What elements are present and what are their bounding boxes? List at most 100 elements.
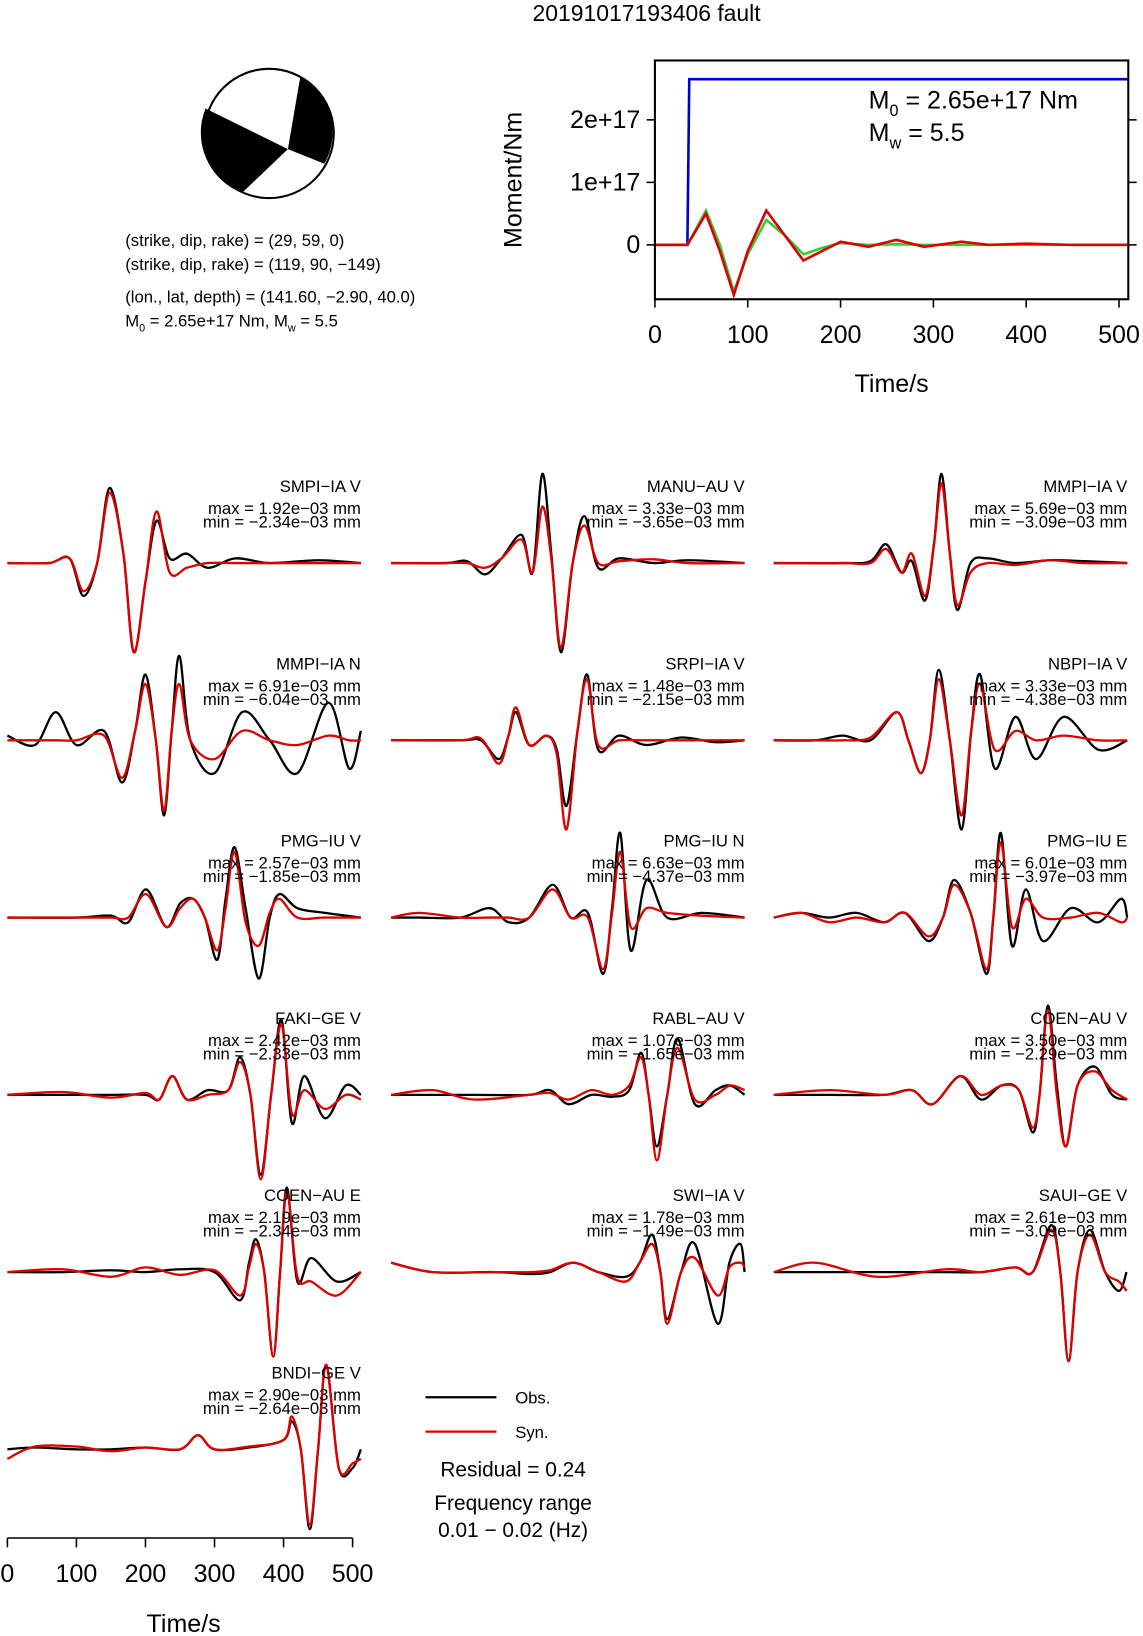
- x-tick-label: 100: [56, 1560, 98, 1588]
- min-label: min = −1.65e−03 mm: [587, 1044, 745, 1063]
- min-label: min = −2.15e−03 mm: [587, 690, 745, 709]
- annotation: M0 = 2.65e+17 Nm: [869, 86, 1078, 120]
- station-label: SAUI−GE V: [1039, 1186, 1128, 1205]
- station-label: COEN−AU E: [264, 1186, 361, 1205]
- annotation: Mw = 5.5: [869, 119, 965, 153]
- text-part: M: [869, 119, 890, 147]
- synthetic-trace: [773, 678, 1128, 817]
- max-label: max = 3.33e−03 mm: [974, 676, 1127, 695]
- x-axis-label: Time/s: [147, 1610, 221, 1636]
- station-label: SMPI−IA V: [280, 477, 362, 496]
- max-label: max = 1.78e−03 mm: [592, 1208, 745, 1227]
- max-label: max = 6.91e−03 mm: [208, 676, 361, 695]
- station-label: FAKI−GE V: [275, 1009, 362, 1028]
- synthetic-trace: [7, 491, 361, 654]
- station-label: PMG−IU V: [281, 832, 362, 851]
- subscript: 0: [890, 102, 899, 120]
- station-label: RABL−AU V: [652, 1009, 745, 1028]
- synthetic-trace: [390, 1046, 746, 1162]
- station-label: PMG−IU N: [664, 832, 745, 851]
- min-label: min = −2.29e−03 mm: [969, 1044, 1127, 1063]
- y-axis-label: Moment/Nm: [499, 112, 527, 248]
- moment-line: [654, 207, 1129, 300]
- min-label: min = −3.97e−03 mm: [969, 867, 1127, 886]
- moment-line: [654, 207, 1129, 296]
- x-tick-label: 200: [125, 1560, 167, 1588]
- y-tick-label: 1e+17: [570, 169, 640, 197]
- max-label: max = 2.90e−03 mm: [208, 1385, 361, 1404]
- max-label: max = 3.33e−03 mm: [592, 499, 745, 518]
- subscript: w: [287, 322, 296, 334]
- legend-label: Syn.: [515, 1423, 548, 1442]
- text-part: = 2.65e+17 Nm, M: [145, 311, 288, 330]
- max-label: max = 3.50e−03 mm: [974, 1031, 1127, 1050]
- synthetic-trace: [390, 850, 745, 971]
- x-tick-label: 400: [263, 1560, 305, 1588]
- max-label: max = 2.57e−03 mm: [208, 854, 361, 873]
- synthetic-trace: [773, 482, 1128, 607]
- observed-trace: [390, 1233, 746, 1325]
- x-tick-label: 0: [0, 1560, 14, 1588]
- x-tick-label: 0: [648, 321, 662, 349]
- synthetic-trace: [391, 505, 745, 649]
- mechanism-line: (strike, dip, rake) = (119, 90, −149): [125, 255, 380, 274]
- beachball: [200, 67, 335, 200]
- observed-trace: [773, 472, 1128, 612]
- station-label: PMG−IU E: [1047, 832, 1127, 851]
- text-part: M: [869, 86, 890, 114]
- synthetic-trace: [7, 682, 361, 812]
- station-label: MANU−AU V: [647, 477, 746, 496]
- observed-trace: [773, 831, 1129, 976]
- mechanism-line: (lon., lat, depth) = (141.60, −2.90, 40.…: [125, 287, 415, 306]
- mechanism-line: (strike, dip, rake) = (29, 59, 0): [125, 231, 344, 250]
- legend-label: Obs.: [515, 1388, 550, 1407]
- min-label: min = −3.65e−03 mm: [587, 513, 745, 532]
- y-tick-label: 2e+17: [570, 106, 640, 134]
- station-label: SRPI−IA V: [665, 654, 745, 673]
- residual: Residual = 0.24: [440, 1458, 585, 1481]
- min-label: min = −4.38e−03 mm: [969, 690, 1127, 709]
- mechanism-moment: M0 = 2.65e+17 Nm, Mw = 5.5: [125, 311, 338, 334]
- max-label: max = 2.19e−03 mm: [208, 1208, 361, 1227]
- station-label: NBPI−IA V: [1048, 654, 1128, 673]
- station-label: BNDI−GE V: [271, 1363, 361, 1382]
- text-part: M: [125, 311, 139, 330]
- x-tick-label: 300: [194, 1560, 236, 1588]
- min-label: min = −2.64e−03 mm: [203, 1399, 361, 1418]
- mechanism-text: (strike, dip, rake) = (29, 59, 0) (strik…: [125, 231, 415, 334]
- min-label: min = −1.85e−03 mm: [203, 867, 361, 886]
- max-label: max = 1.48e−03 mm: [592, 676, 745, 695]
- subscript: w: [889, 134, 902, 152]
- min-label: min = −2.34e−03 mm: [203, 513, 361, 532]
- frequency-title: Frequency range: [434, 1492, 592, 1515]
- station-label: MMPI−IA N: [276, 654, 361, 673]
- synthetic-trace: [7, 1023, 362, 1181]
- text-part: = 5.5: [901, 119, 964, 147]
- y-tick-label: 0: [626, 231, 640, 259]
- max-label: max = 6.01e−03 mm: [974, 854, 1127, 873]
- x-axis-label: Time/s: [855, 370, 929, 398]
- synthetic-trace: [773, 1009, 1128, 1148]
- observed-trace: [7, 1186, 362, 1358]
- synthetic-trace: [773, 1228, 1128, 1363]
- max-label: max = 2.61e−03 mm: [974, 1208, 1127, 1227]
- min-label: min = −4.37e−03 mm: [587, 867, 745, 886]
- max-label: max = 2.42e−03 mm: [208, 1031, 361, 1050]
- x-tick-label: 300: [913, 321, 955, 349]
- synthetic-trace: [7, 850, 361, 952]
- x-tick-label: 400: [1005, 321, 1047, 349]
- observed-trace: [7, 846, 362, 980]
- x-tick-label: 500: [1098, 321, 1140, 349]
- max-label: max = 1.07e−03 mm: [592, 1031, 745, 1050]
- synthetic-trace: [390, 1242, 746, 1325]
- x-tick-label: 100: [727, 321, 769, 349]
- min-label: min = −3.09e−03 mm: [969, 1222, 1127, 1241]
- min-label: min = −2.33e−03 mm: [203, 1044, 361, 1063]
- min-label: min = −3.09e−03 mm: [969, 513, 1127, 532]
- synthetic-trace: [391, 678, 745, 831]
- synthetic-trace: [6, 1363, 362, 1526]
- observed-trace: [391, 673, 745, 808]
- x-tick-label: 200: [820, 321, 862, 349]
